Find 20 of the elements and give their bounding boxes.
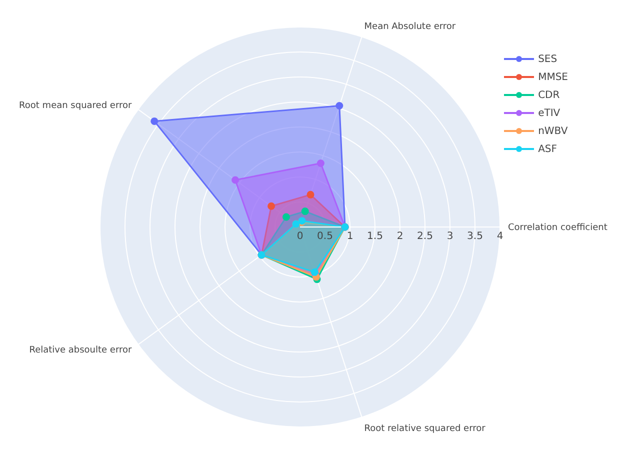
legend-label: nWBV <box>538 126 568 136</box>
y-tick-label: 1.5 <box>367 231 383 242</box>
spoke-label: Relative absoulte error <box>29 345 132 356</box>
legend-label: MMSE <box>538 72 568 82</box>
legend-label: CDR <box>538 90 560 100</box>
legend-label: eTIV <box>538 108 560 118</box>
spoke-label: Correlation coefficient <box>508 223 608 234</box>
y-tick-label: 1 <box>346 231 354 242</box>
y-tick-label: 2 <box>396 231 404 242</box>
y-tick-label: 4 <box>496 231 504 242</box>
legend-label: ASF <box>538 144 558 154</box>
y-tick-label: 0.5 <box>317 231 333 242</box>
spoke-label: Root mean squared error <box>19 100 132 111</box>
spoke-label: Root relative squared error <box>364 424 486 434</box>
y-tick-label: 2.5 <box>417 231 433 242</box>
spoke-label: Mean Absolute error <box>364 22 456 32</box>
y-tick-label: 0 <box>296 231 304 242</box>
y-tick-label: 3.5 <box>467 231 483 242</box>
legend-label: SES <box>538 54 558 64</box>
y-tick-label: 3 <box>446 231 454 242</box>
